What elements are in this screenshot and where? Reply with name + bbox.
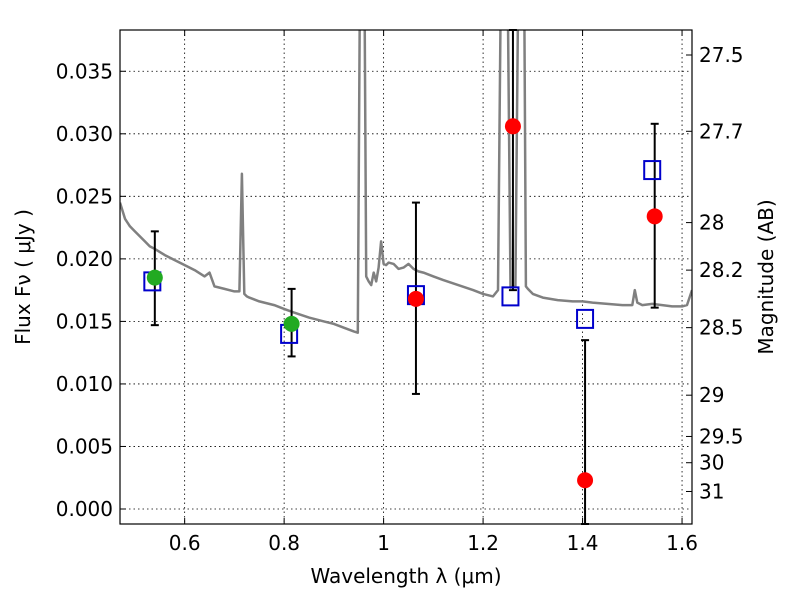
y-tick-label: 0.030: [56, 122, 113, 146]
x-tick-label: 0.8: [268, 531, 300, 555]
magnitude-tick-label: 30: [699, 451, 724, 475]
x-tick-label: 1: [377, 531, 390, 555]
magnitude-tick-label: 29: [699, 383, 724, 407]
model-photometry-square: [501, 286, 520, 307]
magnitude-tick-label: 29.5: [699, 424, 744, 448]
red-data-point: [577, 472, 594, 489]
magnitude-tick-label: 28.2: [699, 258, 744, 282]
y-tick-label: 0.000: [56, 497, 113, 521]
y-tick-label: 0.035: [56, 59, 113, 83]
red-data-point: [504, 118, 521, 135]
y-axis-label: Flux Fν ( μJy ): [11, 209, 35, 345]
x-tick-label: 1.6: [666, 531, 698, 555]
y-tick-label: 0.015: [56, 309, 113, 333]
y-tick-label: 0.025: [56, 184, 113, 208]
x-tick-label: 0.6: [169, 531, 201, 555]
red-data-point: [646, 208, 663, 225]
y-tick-label: 0.020: [56, 247, 113, 271]
green-data-point: [146, 269, 163, 286]
measurement-layer: [146, 118, 663, 489]
magnitude-tick-label: 27.7: [699, 119, 744, 143]
x-axis-label: Wavelength λ (μm): [310, 564, 501, 588]
spectrum-line: [120, 30, 692, 334]
red-data-point: [407, 290, 424, 307]
y-tick-label: 0.010: [56, 372, 113, 396]
magnitude-axis-label: Magnitude (AB): [754, 199, 778, 354]
magnitude-tick-label: 28.5: [699, 316, 744, 340]
green-data-point: [283, 315, 300, 332]
model-photometry-square: [643, 160, 662, 181]
magnitude-tick-label: 31: [699, 479, 724, 503]
plot-frame: [119, 29, 693, 525]
x-tick-label: 1.4: [567, 531, 599, 555]
x-tick-label: 1.2: [467, 531, 499, 555]
tick-label-layer: 0.6 0.8 1 1.2 1.4 1.6 0.000 0.005 0.010 0.015 0.02…: [56, 43, 744, 555]
y-tick-label: 0.005: [56, 434, 113, 458]
grid-lines: [120, 30, 692, 524]
spectrum-layer: [120, 30, 692, 334]
magnitude-tick-label: 28: [699, 211, 724, 235]
model-photometry-square: [576, 308, 595, 329]
magnitude-tick-label: 27.5: [699, 43, 744, 67]
tick-layer: [120, 30, 692, 524]
